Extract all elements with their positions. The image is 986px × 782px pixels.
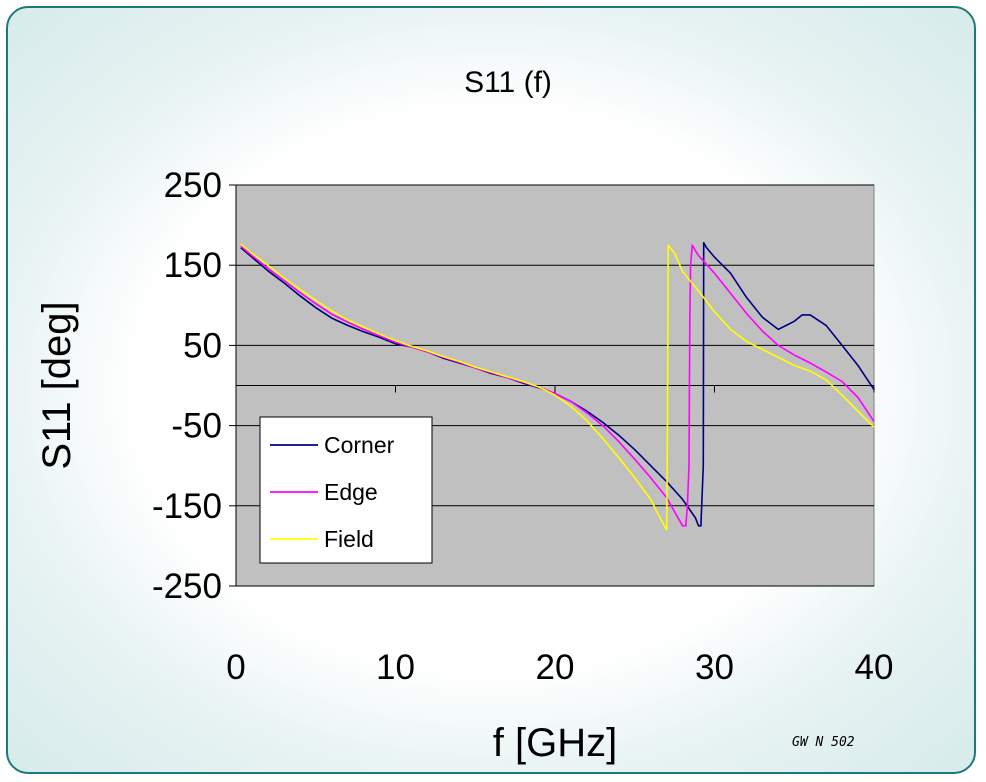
y-tick-label-5: -250 <box>152 567 222 606</box>
x-axis-title: f [GHz] <box>493 721 617 765</box>
legend-label-field: Field <box>324 526 374 552</box>
series-line-field <box>240 243 875 531</box>
y-tick-label-0: 250 <box>164 166 222 205</box>
x-tick-label-3: 30 <box>695 648 734 687</box>
x-tick-label-2: 20 <box>536 648 575 687</box>
slide-frame: S11 (f) 250 150 50 -50 -150 -250 0 10 20 30 40 f [… <box>6 6 976 774</box>
tick-labels: 250 150 50 -50 -150 -250 0 10 20 30 40 <box>152 166 894 687</box>
x-tick-label-1: 10 <box>376 648 415 687</box>
chart-title: S11 (f) <box>464 66 552 99</box>
legend-label-corner: Corner <box>324 432 395 458</box>
y-tick-label-2: 50 <box>183 326 222 365</box>
series-line-corner <box>240 241 875 527</box>
s11-chart: S11 (f) 250 150 50 -50 -150 -250 0 10 20 30 40 f [… <box>35 66 894 765</box>
y-tick-label-4: -150 <box>152 487 222 526</box>
y-tick-label-1: 150 <box>164 246 222 285</box>
legend-label-edge: Edge <box>324 479 378 505</box>
x-tick-label-0: 0 <box>226 648 245 687</box>
series-line-edge <box>240 244 875 527</box>
series-layer <box>240 241 875 531</box>
x-tick-label-4: 40 <box>855 648 894 687</box>
watermark-label: GW N 502 <box>792 735 855 750</box>
legend: Corner Edge Field <box>259 416 433 564</box>
y-tick-label-3: -50 <box>171 407 222 446</box>
y-axis-title: S11 [deg] <box>35 301 79 469</box>
